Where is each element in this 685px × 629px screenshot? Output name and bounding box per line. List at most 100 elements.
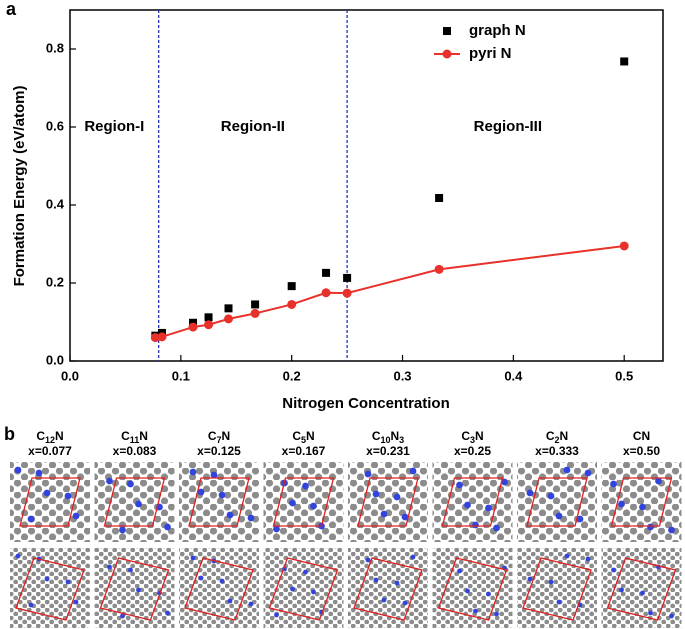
nitrogen-atom	[402, 600, 408, 606]
nitrogen-atom	[401, 513, 409, 521]
formula-part: 11	[130, 435, 140, 445]
structure-image	[94, 462, 175, 542]
formula-part: 5	[301, 435, 306, 445]
x-tick-label: 0.3	[393, 368, 411, 383]
nitrogen-atom	[556, 599, 562, 605]
nitrogen-atom	[290, 586, 295, 592]
nitrogen-atom	[473, 608, 478, 614]
formula-part: C	[36, 429, 45, 443]
x-tick-label: 0.1	[172, 368, 190, 383]
nitrogen-atom	[14, 466, 22, 474]
nitrogen-atom	[584, 469, 592, 477]
unit-cell	[99, 557, 170, 621]
plot-frame	[69, 9, 664, 362]
nitrogen-atom	[494, 611, 499, 617]
unit-cell	[610, 477, 673, 527]
nitrogen-atom	[380, 510, 388, 518]
nitrogen-atom	[610, 480, 617, 488]
formula-part: C	[461, 429, 470, 443]
nitrogen-atom	[668, 526, 675, 534]
unit-cell	[353, 557, 423, 621]
nitrogen-atom	[619, 587, 624, 593]
nitrogen-atom	[27, 515, 35, 523]
nitrogen-atom	[311, 589, 316, 595]
nitrogen-atom	[485, 504, 492, 512]
nitrogen-atom	[576, 515, 584, 523]
nitrogen-atom	[563, 466, 571, 474]
point	[224, 314, 234, 324]
y-tick-label: 0.8	[46, 40, 64, 55]
formula-part: 3	[399, 435, 404, 445]
unit-cell	[357, 477, 419, 527]
nitrogen-atom	[639, 503, 646, 511]
formula-part: N	[139, 429, 148, 443]
nitrogen-atom	[373, 577, 379, 583]
nitrogen-atom	[127, 480, 134, 488]
structure-image	[601, 462, 682, 542]
x-tick-label: 0.0	[61, 368, 79, 383]
point	[321, 288, 331, 298]
nitrogen-atom	[198, 575, 204, 581]
formula-part: C	[208, 429, 217, 443]
legend-label: graph N	[469, 22, 526, 39]
nitrogen-atom	[456, 481, 463, 489]
nitrogen-atom	[44, 576, 50, 582]
nitrogen-atom	[43, 489, 51, 497]
structure-formula: C3N	[461, 429, 483, 445]
nitrogen-atom	[248, 601, 254, 607]
structure-formula: C5N	[292, 429, 314, 445]
formula-part: C	[292, 429, 301, 443]
point	[619, 241, 629, 251]
nitrogen-atom	[655, 477, 662, 485]
nitrogen-atom	[555, 512, 563, 520]
point	[150, 333, 160, 343]
nitrogen-atom	[611, 567, 616, 573]
formula-part: N	[222, 429, 231, 443]
nitrogen-atom	[28, 602, 34, 608]
nitrogen-atom	[274, 612, 279, 618]
panel-label: b	[4, 424, 15, 444]
nitrogen-atom	[364, 470, 372, 478]
y-tick-label: 0.4	[46, 196, 65, 211]
y-tick-label: 0.2	[46, 274, 64, 289]
nitrogen-atom	[302, 482, 309, 490]
structure-image	[348, 462, 428, 542]
nitrogen-atom	[15, 553, 21, 559]
nitrogen-atom	[219, 578, 225, 584]
nitrogen-atom	[289, 499, 296, 507]
unit-cell	[268, 557, 339, 621]
nitrogen-atom	[310, 502, 317, 510]
point	[224, 304, 233, 313]
point	[250, 308, 260, 318]
nitrogen-atom	[547, 492, 555, 500]
nitrogen-atom	[393, 493, 401, 501]
unit-cell	[184, 557, 254, 621]
series-line	[155, 244, 625, 339]
x-tick-label: 0.2	[283, 368, 301, 383]
nitrogen-atom	[273, 525, 280, 533]
point	[322, 268, 331, 277]
nitrogen-atom	[548, 579, 554, 585]
unit-cell	[606, 557, 677, 621]
point	[342, 288, 352, 298]
formula-part: N	[560, 429, 569, 443]
nitrogen-atom	[120, 613, 125, 619]
structure-image	[10, 462, 90, 542]
nitrogen-atom	[128, 567, 133, 573]
nitrogen-atom	[64, 492, 72, 500]
unit-cell	[437, 557, 508, 621]
nitrogen-atom	[218, 491, 226, 499]
formula-part: CN	[633, 429, 650, 443]
nitrogen-atom	[210, 471, 218, 479]
nitrogen-atom	[410, 554, 416, 560]
nitrogen-atom	[669, 613, 674, 619]
formula-part: 3	[470, 435, 475, 445]
formula-part: 10	[380, 435, 390, 445]
unit-cell	[188, 477, 250, 527]
unit-cell	[15, 557, 85, 621]
nitrogen-atom	[190, 555, 196, 561]
nitrogen-atom	[135, 500, 142, 508]
x-tick-label: 0.4	[504, 368, 523, 383]
nitrogen-atom	[394, 580, 400, 586]
point	[287, 299, 297, 309]
